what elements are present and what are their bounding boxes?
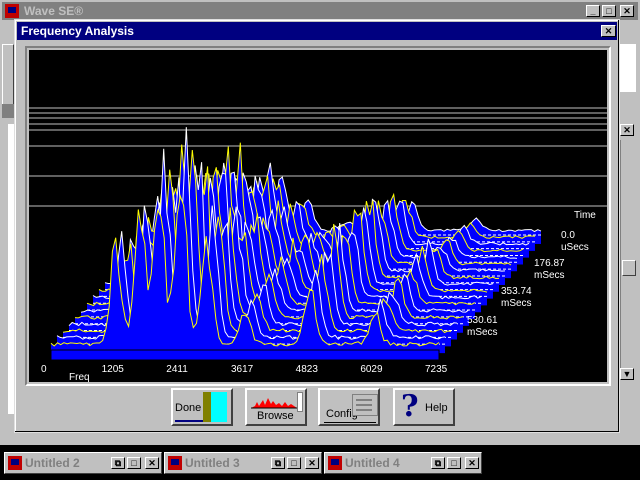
minimize-icon[interactable]: _ [586, 5, 600, 17]
scrollbar-thumb[interactable] [622, 260, 636, 276]
window-title: Untitled 4 [345, 456, 400, 470]
minimized-window-untitled-3[interactable]: Untitled 3 ⧉ □ ✕ [164, 452, 322, 474]
browse-button-label: Browse [257, 410, 294, 422]
spectrum-base [51, 350, 439, 360]
x-tick-label: 0 [41, 364, 47, 375]
browse-slider-icon [297, 392, 303, 412]
help-question-icon: ? [401, 390, 419, 424]
time-tick-value: 353.74 [501, 286, 532, 297]
x-tick-label: 7235 [425, 364, 448, 375]
waterfall-chart: 0 1205 2411 3617 4823 6029 7235 Freq Time 0.0uSec… [29, 50, 607, 382]
door-opening-icon [211, 392, 227, 422]
main-titlebar[interactable]: Wave SE® _ □ ✕ [2, 2, 638, 20]
time-tick-unit: mSecs [501, 298, 532, 309]
x-tick-label: 4823 [296, 364, 319, 375]
right-panel-close-icon[interactable]: ✕ [620, 124, 634, 136]
config-device-icon [352, 394, 378, 416]
chart-well: 0 1205 2411 3617 4823 6029 7235 Freq Time 0.0 uSec… [25, 46, 611, 386]
scrollbar[interactable] [620, 140, 635, 370]
maximize-icon[interactable]: □ [287, 457, 301, 469]
close-icon[interactable]: ✕ [145, 457, 159, 469]
app-icon [328, 456, 342, 470]
restore-icon[interactable]: ⧉ [431, 457, 445, 469]
done-button[interactable]: Done [171, 388, 233, 426]
time-tick-value: 530.61 [467, 315, 498, 326]
time-tick-unit: mSecs [467, 327, 498, 338]
browse-button[interactable]: Browse [245, 388, 307, 426]
minimized-window-untitled-2[interactable]: Untitled 2 ⧉ □ ✕ [4, 452, 162, 474]
maximize-icon[interactable]: □ [602, 5, 616, 17]
time-tick-value: 0.0 [561, 230, 575, 241]
time-axis-label: Time [574, 210, 596, 221]
maximize-icon[interactable]: □ [447, 457, 461, 469]
app-icon[interactable] [5, 4, 19, 18]
time-tick-value: 176.87 [534, 258, 565, 269]
x-tick-label: 1205 [102, 364, 125, 375]
restore-icon[interactable]: ⧉ [111, 457, 125, 469]
window-title: Untitled 2 [25, 456, 80, 470]
x-tick-label: 2411 [166, 364, 188, 375]
config-button[interactable]: Config [318, 388, 380, 426]
x-tick-label: 6029 [360, 364, 383, 375]
app-icon [168, 456, 182, 470]
frequency-analysis-dialog: Frequency Analysis ✕ 0 1205 2411 3617 4823 60… [14, 19, 620, 433]
close-icon[interactable]: ✕ [305, 457, 319, 469]
maximize-icon[interactable]: □ [127, 457, 141, 469]
minimized-window-untitled-4[interactable]: Untitled 4 ⧉ □ ✕ [324, 452, 482, 474]
dialog-close-icon[interactable]: ✕ [601, 25, 616, 37]
dialog-titlebar[interactable]: Frequency Analysis ✕ [17, 22, 617, 40]
x-tick-label: 3617 [231, 364, 254, 375]
x-axis-label: Freq [69, 372, 90, 382]
help-button[interactable]: ? Help [393, 388, 455, 426]
time-tick-unit: mSecs [534, 270, 565, 281]
window-title: Untitled 3 [185, 456, 240, 470]
restore-icon[interactable]: ⧉ [271, 457, 285, 469]
left-toolbar [2, 44, 14, 106]
spectrum-icon [251, 392, 297, 410]
time-tick-unit: uSecs [561, 242, 589, 253]
left-panel-header [2, 104, 14, 118]
close-icon[interactable]: ✕ [465, 457, 479, 469]
done-button-label: Done [175, 402, 201, 414]
right-panel [620, 44, 636, 92]
door-icon [203, 392, 211, 422]
help-button-label: Help [425, 402, 448, 414]
dialog-title: Frequency Analysis [21, 24, 134, 38]
main-window-title: Wave SE® [24, 4, 83, 18]
scroll-down-icon[interactable]: ▼ [620, 368, 634, 380]
done-underline [175, 420, 203, 422]
config-focus-line [324, 422, 376, 423]
app-icon [8, 456, 22, 470]
close-icon[interactable]: ✕ [620, 5, 634, 17]
